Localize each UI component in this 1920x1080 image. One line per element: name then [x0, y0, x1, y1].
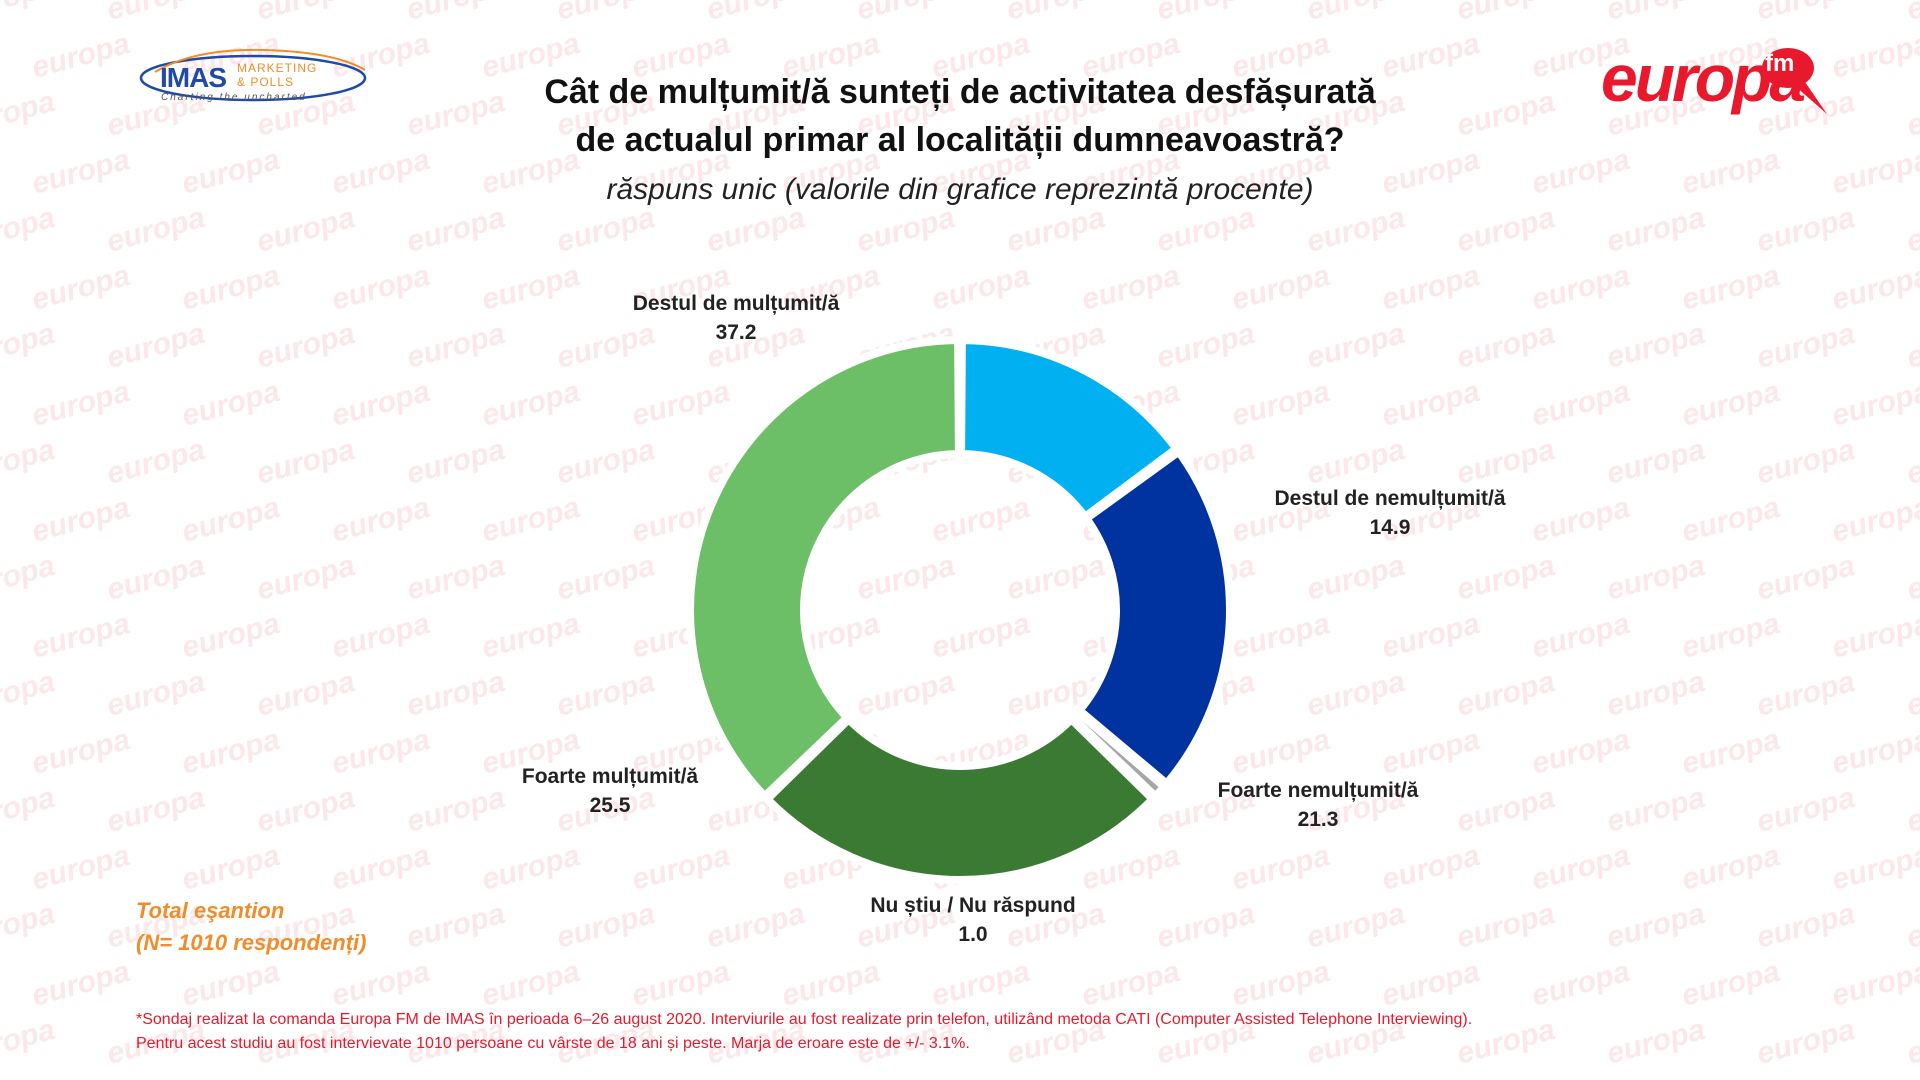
slice-category-label: Destul de mulțumit/ă: [633, 292, 840, 315]
europa-fm-badge-icon: [1762, 48, 1827, 114]
imas-swoosh-icon: [139, 48, 367, 102]
donut-slice: [686, 336, 963, 801]
slice-value-label: 14.9: [1370, 516, 1411, 539]
donut-slice: [763, 715, 1157, 884]
sample-note: Total eşantion (N= 1010 respondenți): [136, 895, 366, 959]
chart-title: Cât de mulțumit/ă sunteți de activitatea…: [360, 68, 1560, 164]
slice-value-label: 37.2: [716, 321, 757, 344]
slice-category-label: Nu știu / Nu răspund: [870, 894, 1075, 917]
footnote-line-1: *Sondaj realizat la comanda Europa FM de…: [136, 1011, 1473, 1028]
europa-fm-logo: europa fm: [1595, 38, 1865, 118]
chart-subtitle: răspuns unic (valorile din grafice repre…: [606, 173, 1314, 206]
title-line-2: de actualul primar al localității dumnea…: [575, 121, 1345, 159]
slice-category-label: Foarte mulțumit/ă: [522, 765, 699, 788]
methodology-footnote: *Sondaj realizat la comanda Europa FM de…: [136, 1008, 1896, 1056]
slice-category-label: Destul de nemulțumit/ă: [1274, 487, 1505, 510]
title-line-1: Cât de mulțumit/ă sunteți de activitatea…: [544, 73, 1376, 111]
slice-value-label: 25.5: [590, 794, 631, 817]
slice-value-label: 1.0: [958, 923, 987, 946]
sample-note-line-2: (N= 1010 respondenți): [136, 930, 367, 955]
imas-logo: IMAS MARKETING & POLLS Charting the unch…: [135, 42, 375, 104]
footnote-line-2: Pentru acest studiu au fost intervievate…: [136, 1035, 970, 1052]
europa-wordmark: europa: [1601, 41, 1806, 115]
slice-value-label: 21.3: [1298, 808, 1339, 831]
donut-slice: [1075, 447, 1234, 788]
imas-marketing-text: MARKETING: [237, 61, 318, 75]
slice-category-label: Foarte nemulțumit/ă: [1218, 779, 1419, 802]
europa-fm-text: fm: [1765, 50, 1795, 77]
donut-slice: [957, 336, 1181, 521]
sample-note-line-1: Total eşantion: [136, 898, 285, 923]
imas-polls-text: & POLLS: [237, 75, 295, 89]
imas-tagline: Charting the uncharted: [161, 92, 307, 103]
imas-wordmark: IMAS: [160, 62, 227, 93]
